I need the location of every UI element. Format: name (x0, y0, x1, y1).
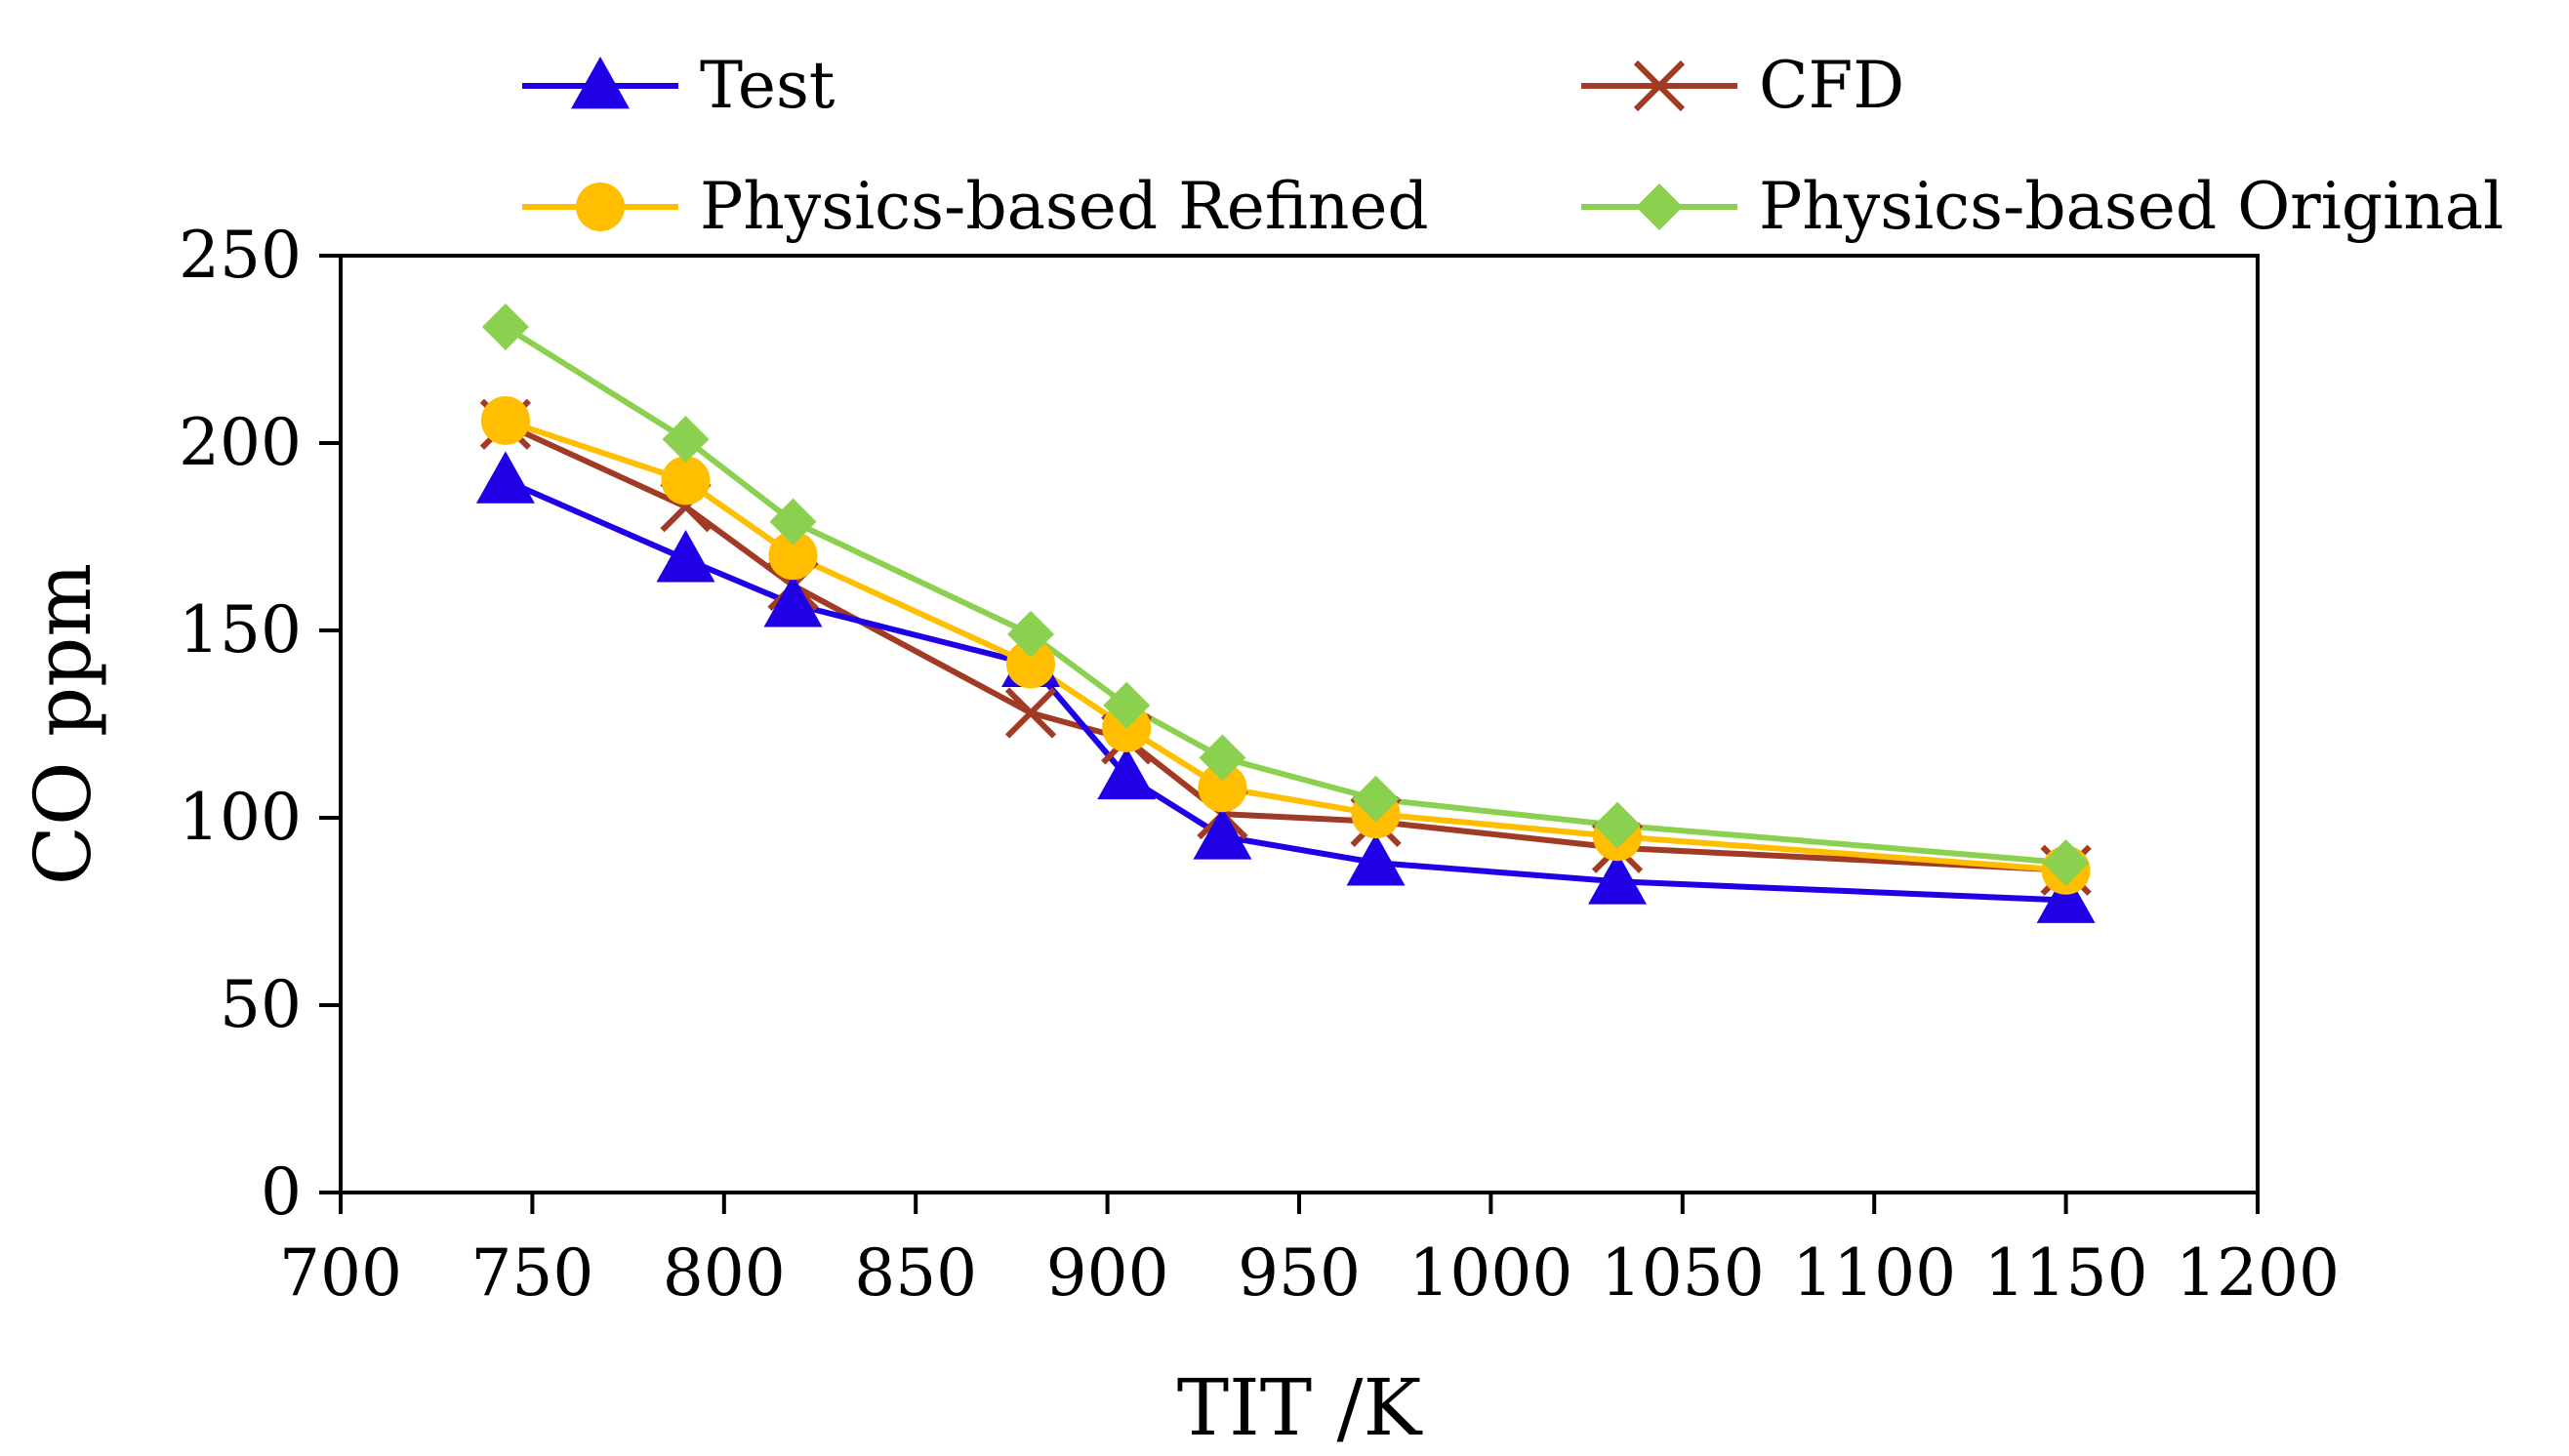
legend: Test CFD Physics-based Refined Physics-base… (522, 48, 2504, 244)
data-point (656, 530, 715, 583)
legend-label: Physics-based Original (1759, 169, 2504, 244)
data-point (481, 303, 529, 350)
data-point (1352, 775, 1400, 823)
y-axis-title: CO ppm (18, 563, 108, 886)
legend-label: Test (700, 48, 835, 123)
x-tick-label: 950 (1238, 1235, 1361, 1311)
x-tick-label: 900 (1046, 1235, 1169, 1311)
data-point (1198, 763, 1247, 813)
data-point (1006, 639, 1056, 689)
data-point (661, 456, 711, 506)
y-tick-label: 100 (179, 780, 302, 855)
data-point (1004, 687, 1057, 739)
data-point (1588, 852, 1648, 905)
data-point (1193, 807, 1252, 860)
series-line-cfd (504, 422, 2066, 873)
data-point (768, 531, 818, 581)
series-markers-physics-based-original (481, 303, 2090, 887)
x-tick-label: 1050 (1601, 1235, 1765, 1311)
x-tick-label: 1200 (2176, 1235, 2340, 1311)
legend-entry: CFD (1581, 48, 1904, 123)
y-tick-label: 200 (179, 405, 302, 480)
series-line-physics-based-original (504, 324, 2066, 867)
plot-frame (339, 254, 2260, 1194)
y-tick-label: 250 (179, 218, 302, 293)
data-point (2042, 839, 2090, 887)
x-tick-label: 1150 (1984, 1235, 2148, 1311)
legend-entry: Physics-based Original (1581, 169, 2504, 244)
x-tick-label: 850 (854, 1235, 977, 1311)
legend-marker (1633, 60, 1686, 112)
series-line-physics-based-refined (504, 418, 2066, 873)
y-tick-label: 50 (220, 967, 302, 1042)
x-tick-label: 700 (279, 1235, 402, 1311)
data-point (480, 395, 530, 445)
data-point (1594, 801, 1642, 849)
axis-ticks: 700 750 800 850 900 950 1000 1050 1100 1150 1200 0 5… (179, 218, 2340, 1311)
x-tick-label: 1000 (1408, 1235, 1572, 1311)
data-point (1199, 734, 1246, 782)
legend-entry: Test (522, 48, 835, 123)
x-tick-label: 750 (470, 1235, 593, 1311)
y-tick-label: 150 (179, 592, 302, 667)
legend-entry: Physics-based Refined (522, 169, 1429, 244)
data-point (475, 451, 535, 504)
x-axis-title: TIT /K (1177, 1362, 1423, 1453)
legend-marker (571, 57, 630, 109)
legend-marker (1636, 183, 1683, 230)
legend-label: CFD (1759, 48, 1904, 123)
data-point (662, 416, 710, 464)
data-point (763, 575, 823, 627)
data-point (1007, 610, 1055, 658)
data-point (769, 498, 817, 546)
x-tick-label: 1100 (1792, 1235, 1956, 1311)
legend-label: Physics-based Refined (700, 169, 1429, 244)
data-point (1097, 747, 1157, 800)
data-point (1346, 833, 1406, 886)
legend-marker (576, 182, 625, 231)
data-point (2036, 870, 2096, 923)
x-tick-label: 800 (663, 1235, 786, 1311)
series-lines (504, 324, 2066, 904)
y-tick-label: 0 (261, 1154, 302, 1230)
series-markers (475, 303, 2096, 923)
data-point (1103, 681, 1151, 729)
